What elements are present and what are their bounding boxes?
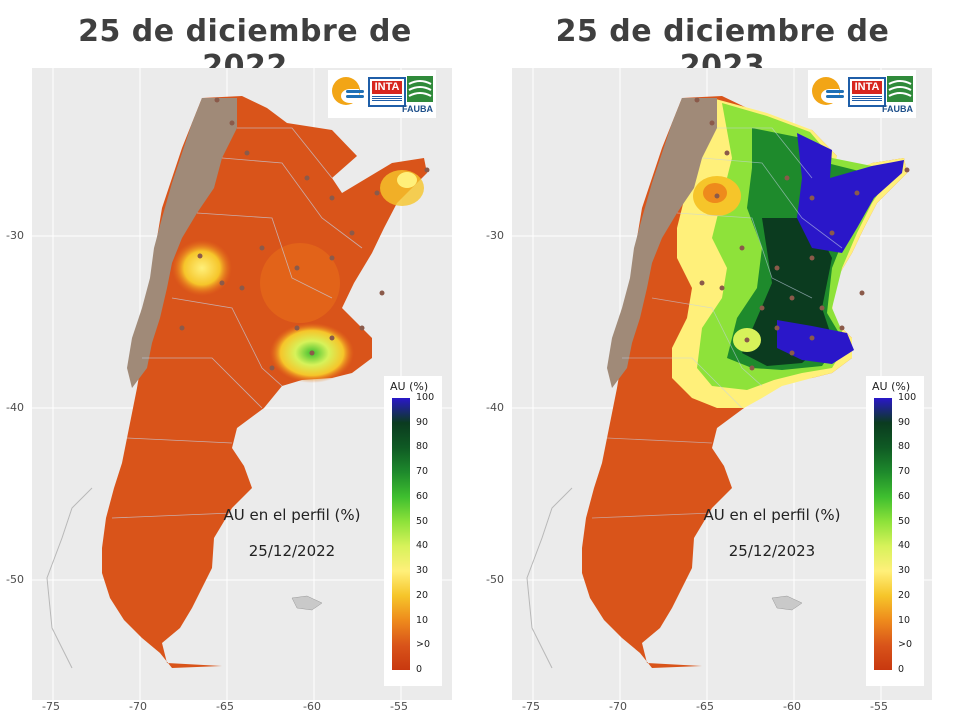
color-legend-left: AU (%) 100 90 80 70 60 50 40 30 20 10 >0 0 <box>384 376 442 686</box>
legend-label: >0 <box>416 639 431 651</box>
legend-label: 10 <box>898 614 911 626</box>
legend-label: 0 <box>898 664 905 675</box>
legend-colorbar <box>392 398 410 670</box>
x-tick-left: -70 <box>129 700 147 713</box>
fauba-logo-text: FAUBA <box>402 104 433 114</box>
inta-logo: INTA <box>848 77 886 107</box>
y-tick-right: -50 <box>486 573 504 586</box>
y-tick-left: -30 <box>6 229 24 242</box>
legend-label: 40 <box>416 540 429 552</box>
y-tick-left: -40 <box>6 401 24 414</box>
map-grid <box>32 68 452 700</box>
fauba-logo-text: FAUBA <box>882 104 913 114</box>
saturated-ne <box>797 133 904 253</box>
soil-water-map-2023: AU en el perfil (%) 25/12/2023 <box>512 68 932 700</box>
logo-group-left: INTA FAUBA <box>328 70 436 118</box>
legend-label: 40 <box>898 540 911 552</box>
fauba-leaf-icon <box>887 76 913 102</box>
x-tick-right: -70 <box>609 700 627 713</box>
inta-logo: INTA <box>368 77 406 107</box>
y-tick-left: -50 <box>6 573 24 586</box>
andes-region <box>607 98 717 388</box>
x-tick-right: -60 <box>783 700 801 713</box>
legend-label: 60 <box>416 490 429 502</box>
legend-label: 20 <box>898 589 911 601</box>
station-points <box>179 97 430 371</box>
legend-label: 70 <box>416 466 429 478</box>
legend-label: 30 <box>898 565 911 577</box>
legend-label: 100 <box>898 392 917 403</box>
legend-title: AU (%) <box>390 380 429 393</box>
legend-title: AU (%) <box>872 380 911 393</box>
color-legend-right: AU (%) 100 90 80 70 60 50 40 30 20 10 >0 0 <box>866 376 924 686</box>
x-tick-right: -55 <box>870 700 888 713</box>
legend-label: 30 <box>416 565 429 577</box>
argentina-shape <box>102 96 427 668</box>
legend-label: 90 <box>416 416 429 428</box>
caption-date-2023: 25/12/2023 <box>728 542 816 560</box>
soil-water-map-2022: AU en el perfil (%) 25/12/2022 <box>32 68 452 700</box>
legend-label: >0 <box>898 639 913 651</box>
logo-group-right: INTA FAUBA <box>808 70 916 118</box>
legend-label: 50 <box>416 515 429 527</box>
x-tick-left: -55 <box>390 700 408 713</box>
saturated-pampa <box>777 320 854 364</box>
y-tick-right: -40 <box>486 401 504 414</box>
fauba-leaf-icon <box>407 76 433 102</box>
caption-date-2022: 25/12/2022 <box>248 542 336 560</box>
malvinas-islands <box>291 595 323 611</box>
legend-label: 50 <box>898 515 911 527</box>
x-tick-right: -65 <box>696 700 714 713</box>
x-tick-left: -60 <box>303 700 321 713</box>
legend-label: 70 <box>898 466 911 478</box>
andes-region <box>127 98 237 388</box>
legend-label: 80 <box>416 441 429 453</box>
legend-label: 80 <box>898 441 911 453</box>
legend-label: 90 <box>898 416 911 428</box>
x-tick-right: -75 <box>522 700 540 713</box>
legend-label: 10 <box>416 614 429 626</box>
station-points <box>694 97 910 371</box>
legend-label: 60 <box>898 490 911 502</box>
legend-label: 20 <box>416 589 429 601</box>
caption-title-2023: AU en el perfil (%) <box>703 506 841 524</box>
legend-label: 0 <box>416 664 423 675</box>
x-tick-left: -75 <box>42 700 60 713</box>
map-grid <box>512 68 932 700</box>
malvinas-islands <box>771 595 803 611</box>
caption-title-2022: AU en el perfil (%) <box>223 506 361 524</box>
x-tick-left: -65 <box>216 700 234 713</box>
legend-colorbar <box>874 398 892 670</box>
map-title-2022: 25 de diciembre de 2022 <box>78 14 412 84</box>
legend-label: 100 <box>416 392 435 403</box>
y-tick-right: -30 <box>486 229 504 242</box>
